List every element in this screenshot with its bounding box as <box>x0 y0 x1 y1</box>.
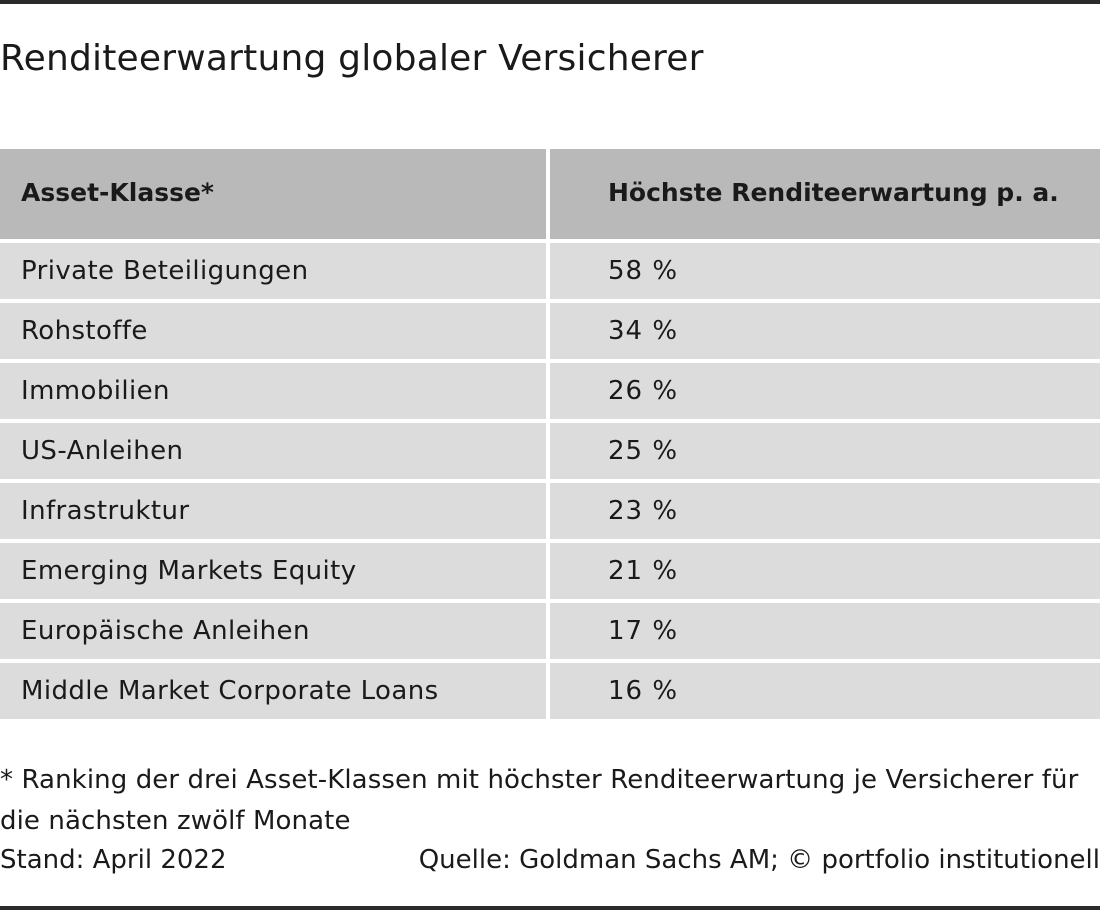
return-value-cell: 58 % <box>550 243 1100 299</box>
return-value-cell: 16 % <box>550 663 1100 719</box>
footnote-line-1: * Ranking der drei Asset-Klassen mit höc… <box>0 765 1079 795</box>
header-asset-class: Asset-Klasse* <box>0 149 546 239</box>
asset-class-cell: Europäische Anleihen <box>0 603 546 659</box>
header-return-expectation: Höchste Renditeerwartung p. a. <box>550 149 1100 239</box>
return-value-cell: 21 % <box>550 543 1100 599</box>
asset-class-cell: Private Beteiligungen <box>0 243 546 299</box>
footnote-line-2: die nächsten zwölf Monate <box>0 806 351 836</box>
table-row: Immobilien 26 % <box>0 363 1100 419</box>
date-note: Stand: April 2022 <box>0 845 227 875</box>
asset-class-cell: Rohstoffe <box>0 303 546 359</box>
table-row: US-Anleihen 25 % <box>0 423 1100 479</box>
table-header-row: Asset-Klasse* Höchste Renditeerwartung p… <box>0 149 1100 239</box>
table-row: Rohstoffe 34 % <box>0 303 1100 359</box>
return-value-cell: 23 % <box>550 483 1100 539</box>
return-value-cell: 34 % <box>550 303 1100 359</box>
return-value-cell: 17 % <box>550 603 1100 659</box>
table-row: Private Beteiligungen 58 % <box>0 243 1100 299</box>
asset-class-cell: Immobilien <box>0 363 546 419</box>
return-value-cell: 25 % <box>550 423 1100 479</box>
table-row: Infrastruktur 23 % <box>0 483 1100 539</box>
source-note: Quelle: Goldman Sachs AM; © portfolio in… <box>418 845 1100 875</box>
asset-class-cell: Infrastruktur <box>0 483 546 539</box>
table-row: Europäische Anleihen 17 % <box>0 603 1100 659</box>
bottom-rule <box>0 906 1100 910</box>
top-rule <box>0 0 1100 4</box>
return-value-cell: 26 % <box>550 363 1100 419</box>
table-body: Private Beteiligungen 58 % Rohstoffe 34 % Im… <box>0 243 1100 719</box>
table-row: Emerging Markets Equity 21 % <box>0 543 1100 599</box>
page-title: Renditeerwartung globaler Versicherer <box>0 38 704 79</box>
asset-class-cell: US-Anleihen <box>0 423 546 479</box>
asset-class-cell: Middle Market Corporate Loans <box>0 663 546 719</box>
data-table: Asset-Klasse* Höchste Renditeerwartung p… <box>0 149 1100 719</box>
asset-class-cell: Emerging Markets Equity <box>0 543 546 599</box>
table-row: Middle Market Corporate Loans 16 % <box>0 663 1100 719</box>
